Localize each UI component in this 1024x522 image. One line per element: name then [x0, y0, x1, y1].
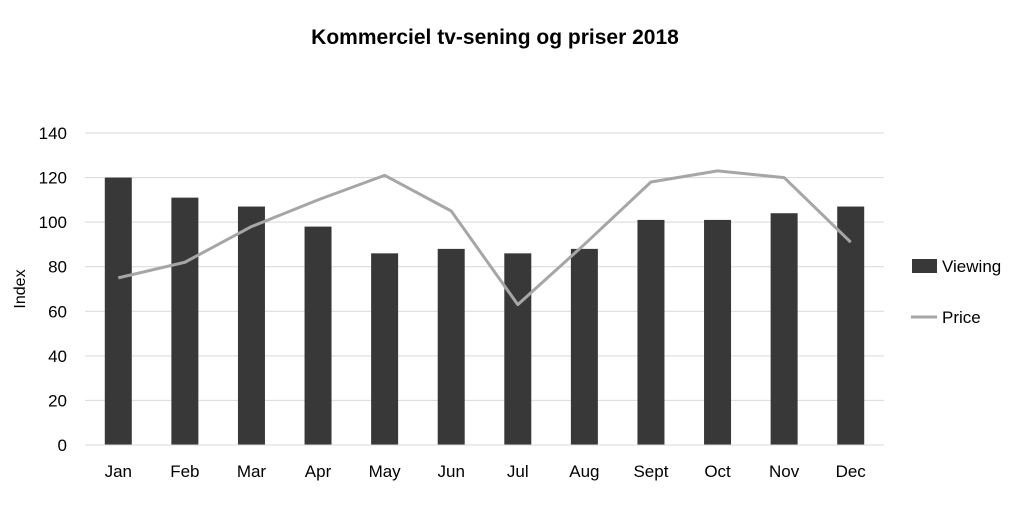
- bar-viewing: [371, 253, 399, 445]
- y-tick-label: 60: [48, 302, 67, 321]
- y-tick-label: 40: [48, 347, 67, 366]
- viewing-bars: [104, 177, 865, 446]
- y-tick-label: 0: [58, 436, 67, 455]
- y-tick-label: 20: [48, 391, 67, 410]
- x-tick-label: Dec: [836, 462, 867, 481]
- y-tick-label: 120: [39, 169, 67, 188]
- x-tick-label: Feb: [170, 462, 199, 481]
- y-axis-title: Index: [12, 269, 29, 308]
- x-tick-label: Jan: [105, 462, 132, 481]
- x-tick-label: Sept: [633, 462, 668, 481]
- legend-label-price: Price: [942, 308, 981, 327]
- bar-viewing: [504, 253, 532, 445]
- x-tick-label: Apr: [305, 462, 332, 481]
- x-tick-label: Jun: [437, 462, 464, 481]
- bar-viewing: [837, 206, 865, 445]
- price-line-group: [117, 169, 852, 307]
- bar-viewing: [770, 213, 798, 445]
- bar-viewing: [171, 197, 199, 445]
- y-tick-label: 100: [39, 213, 67, 232]
- y-tick-label: 140: [39, 124, 67, 143]
- y-tick-label: 80: [48, 258, 67, 277]
- x-tick-label: Aug: [569, 462, 599, 481]
- x-tick-label: Nov: [769, 462, 800, 481]
- bar-viewing: [570, 248, 598, 445]
- legend-label-viewing: Viewing: [942, 257, 1001, 276]
- bar-viewing: [704, 219, 732, 445]
- bar-viewing: [437, 248, 465, 445]
- x-tick-label: Jul: [507, 462, 529, 481]
- x-tick-label: Mar: [237, 462, 267, 481]
- x-tick-label: May: [369, 462, 402, 481]
- x-tick-label: Oct: [704, 462, 731, 481]
- legend: Viewing Price: [911, 257, 1001, 327]
- bar-viewing: [104, 177, 132, 446]
- bar-viewing: [637, 219, 665, 445]
- chart-title: Kommerciel tv-sening og priser 2018: [311, 26, 679, 49]
- bar-viewing: [237, 206, 265, 445]
- gridlines: [85, 132, 884, 401]
- legend-swatch-viewing: [912, 259, 937, 273]
- bar-viewing: [304, 226, 332, 445]
- axes: 0 20 40 60 80 100 120 140 Jan Feb Mar Apr May Jun Jul A…: [39, 124, 884, 481]
- price-line: [117, 169, 852, 307]
